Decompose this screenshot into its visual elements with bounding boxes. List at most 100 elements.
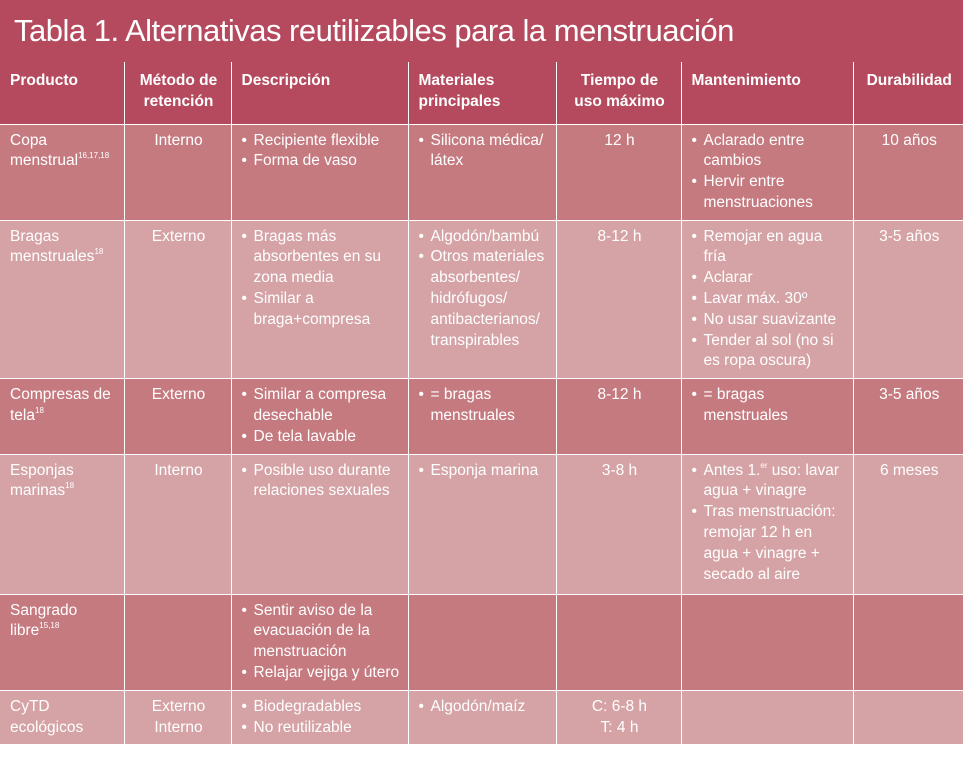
bullet-icon: • bbox=[691, 227, 697, 245]
bullet-icon: • bbox=[691, 386, 697, 404]
method-cell: Externo bbox=[124, 378, 232, 455]
list-item: • Sentir aviso de la evacuación de la men… bbox=[241, 601, 373, 661]
list-item: • Tras menstruación: remojar 12 h en agua… bbox=[691, 503, 836, 583]
list-item: • Hervir entre menstruaciones bbox=[691, 173, 813, 211]
bullet-icon: • bbox=[691, 173, 697, 191]
bullet-icon: • bbox=[241, 427, 247, 445]
list-item: • Similar a compresa desechable bbox=[241, 386, 387, 425]
header-metodo: Método de retención bbox=[124, 62, 232, 125]
durability-cell: 3-5 años bbox=[853, 378, 963, 455]
list-item: • Otros materiales absorbentes/ hidrófugo… bbox=[418, 248, 545, 349]
header-durabilidad: Durabilidad bbox=[853, 62, 963, 125]
list-item: • Tender al sol (no si es ropa oscura) bbox=[691, 331, 834, 370]
description-cell: • Similar a compresa desechable • De tela … bbox=[231, 378, 409, 455]
list-item: • Algodón/maíz bbox=[419, 697, 548, 718]
header-producto: Producto bbox=[0, 62, 125, 125]
reference-superscript: 16,17,18 bbox=[78, 151, 110, 161]
list-item: • Bragas más absorbentes en su zona media bbox=[241, 227, 382, 287]
maintenance-cell: • Remojar en agua fría • Aclarar • Lavar má… bbox=[681, 220, 854, 380]
alternatives-table: Producto Método de retención Descripción… bbox=[0, 62, 963, 746]
bullet-icon: • bbox=[418, 227, 424, 245]
bullet-icon: • bbox=[691, 461, 697, 479]
durability-cell: 10 años bbox=[853, 124, 963, 221]
list-item: • No usar suavizante bbox=[692, 310, 845, 331]
bullet-icon: • bbox=[691, 331, 697, 349]
product-cell: Sangrado libre15,18 bbox=[0, 594, 125, 691]
maintenance-cell: • = bragas menstruales bbox=[681, 378, 854, 455]
method-cell: Externo Interno bbox=[124, 690, 232, 746]
product-cell: Bragas menstruales18 bbox=[0, 220, 125, 380]
list-item: • Posible uso durante relaciones sexuales bbox=[241, 461, 391, 500]
bullet-icon: • bbox=[241, 152, 247, 170]
description-cell: • Biodegradables • No reutilizable bbox=[231, 690, 409, 746]
bullet-icon: • bbox=[241, 386, 247, 404]
bullet-icon: • bbox=[691, 503, 697, 521]
bullet-icon: • bbox=[241, 697, 247, 715]
time-cell: 8-12 h bbox=[556, 220, 682, 380]
description-cell: • Sentir aviso de la evacuación de la men… bbox=[231, 594, 409, 691]
method-cell bbox=[124, 594, 232, 691]
product-cell: CyTD ecológicos bbox=[0, 690, 125, 746]
maintenance-cell bbox=[681, 690, 854, 746]
list-item: • Recipiente flexible bbox=[242, 131, 400, 152]
product-name: Sangrado libre bbox=[10, 601, 78, 640]
method-cell: Interno bbox=[124, 124, 232, 221]
bullet-icon: • bbox=[241, 601, 247, 619]
bullet-icon: • bbox=[241, 461, 247, 479]
list-item: • De tela lavable bbox=[242, 427, 400, 448]
bullet-icon: • bbox=[691, 269, 697, 287]
product-name: CyTD ecológicos bbox=[10, 697, 84, 736]
description-cell: • Posible uso durante relaciones sexuales bbox=[231, 454, 409, 595]
list-item: • Aclarar bbox=[692, 268, 845, 289]
list-item: • = bragas menstruales bbox=[691, 386, 788, 425]
list-item: • Silicona médica/ látex bbox=[418, 131, 544, 170]
table-row: Esponjas marinas18 Interno • Posible uso … bbox=[0, 454, 963, 595]
product-name: Compresas de tela bbox=[10, 386, 111, 425]
materials-cell: • Esponja marina bbox=[408, 454, 557, 595]
reference-superscript: 18 bbox=[35, 406, 44, 416]
bullet-icon: • bbox=[691, 310, 697, 328]
reference-superscript: 15,18 bbox=[39, 621, 60, 631]
bullet-icon: • bbox=[241, 718, 247, 736]
table-title: Tabla 1. Alternativas reutilizables para… bbox=[0, 0, 963, 62]
bullet-icon: • bbox=[241, 290, 247, 308]
list-item: • = bragas menstruales bbox=[418, 386, 515, 425]
bullet-icon: • bbox=[418, 386, 424, 404]
table-container: Tabla 1. Alternativas reutilizables para… bbox=[0, 0, 963, 746]
description-cell: • Bragas más absorbentes en su zona media… bbox=[231, 220, 409, 380]
bullet-icon: • bbox=[241, 227, 247, 245]
list-item: • Esponja marina bbox=[419, 461, 548, 482]
time-cell: 8-12 h bbox=[556, 378, 682, 455]
list-item: • Relajar vejiga y útero bbox=[242, 663, 400, 684]
maintenance-cell bbox=[681, 594, 854, 691]
header-row: Producto Método de retención Descripción… bbox=[0, 62, 963, 125]
time-cell: 12 h bbox=[556, 124, 682, 221]
description-cell: • Recipiente flexible • Forma de vaso bbox=[231, 124, 409, 221]
table-row: Compresas de tela18 Externo • Similar a c… bbox=[0, 378, 963, 455]
durability-cell: 6 meses bbox=[853, 454, 963, 595]
list-item: • No reutilizable bbox=[242, 718, 400, 739]
bullet-icon: • bbox=[418, 131, 424, 149]
table-row: Sangrado libre15,18 • Sentir aviso de la … bbox=[0, 594, 963, 691]
header-tiempo: Tiempo de uso máximo bbox=[556, 62, 682, 125]
header-descripcion: Descripción bbox=[231, 62, 409, 125]
time-cell bbox=[556, 594, 682, 691]
method-cell: Externo bbox=[124, 220, 232, 380]
header-materiales: Materiales principales bbox=[408, 62, 557, 125]
materials-cell: • Algodón/maíz bbox=[408, 690, 557, 746]
method-cell: Interno bbox=[124, 454, 232, 595]
list-item: • Aclarado entre cambios bbox=[691, 131, 805, 170]
list-item: • Algodón/bambú bbox=[419, 227, 548, 248]
materials-cell: • Algodón/bambú • Otros materiales absorbe… bbox=[408, 220, 557, 380]
table-row: Copa menstrual16,17,18 Interno • Recipien… bbox=[0, 124, 963, 221]
list-item: • Antes 1.er uso: lavar agua + vinagre bbox=[691, 460, 840, 500]
list-item: • Remojar en agua fría bbox=[691, 227, 823, 266]
time-cell: 3-8 h bbox=[556, 454, 682, 595]
materials-cell bbox=[408, 594, 557, 691]
bullet-icon: • bbox=[691, 290, 697, 308]
bullet-icon: • bbox=[241, 131, 247, 149]
durability-cell bbox=[853, 690, 963, 746]
product-name: Copa menstrual bbox=[10, 131, 79, 170]
reference-superscript: 18 bbox=[65, 481, 75, 491]
table-row: Bragas menstruales18 Externo • Bragas más… bbox=[0, 220, 963, 380]
